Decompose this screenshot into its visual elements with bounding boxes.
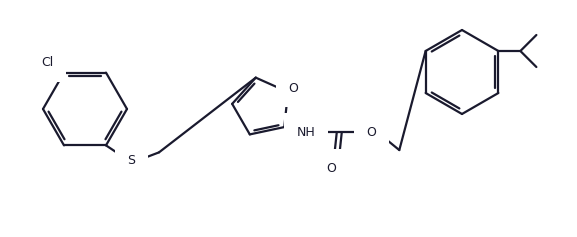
Text: NH: NH: [297, 126, 316, 139]
Text: Cl: Cl: [41, 56, 53, 69]
Text: O: O: [327, 162, 336, 175]
Text: O: O: [288, 82, 298, 95]
Text: O: O: [366, 126, 376, 139]
Text: S: S: [127, 154, 135, 167]
